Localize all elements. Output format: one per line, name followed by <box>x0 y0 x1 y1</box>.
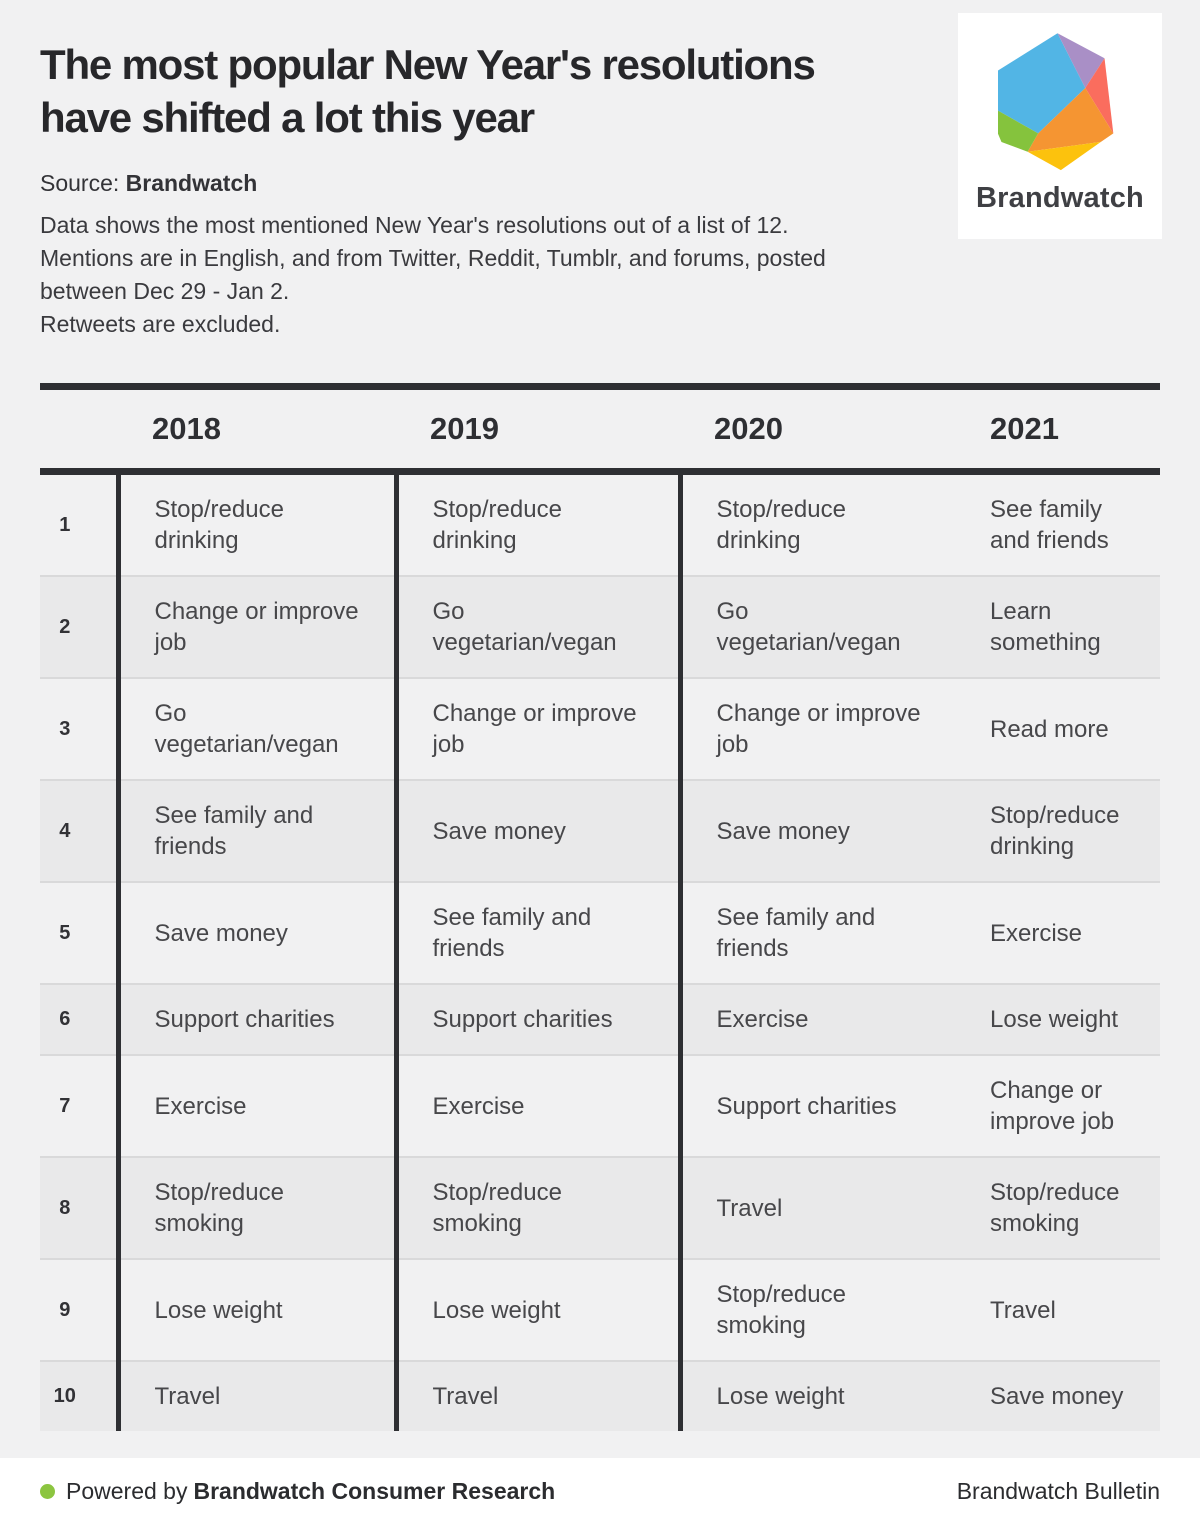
cell-2021: Lose weight <box>990 1006 1119 1033</box>
gem-facet-purple <box>1057 33 1105 88</box>
cell-2021: Travel <box>990 1296 1056 1324</box>
gem-facet-blue <box>998 33 1086 134</box>
cell-2021: Exercise <box>990 919 1083 947</box>
cell-2018: See family and friends <box>118 780 399 882</box>
cell-2018: Stop/reduce smoking <box>118 1157 399 1259</box>
cell-2020: Go vegetarian/vegan <box>716 598 901 656</box>
infographic-page: The most popular New Year's resolutions … <box>40 41 1160 1431</box>
rank-label: 10 <box>40 1361 121 1431</box>
powered-by: Powered by Brandwatch Consumer Research <box>40 1478 555 1505</box>
cell-2020: Travel <box>716 1194 783 1222</box>
rank-label: 7 <box>40 1055 121 1157</box>
rank-label: 8 <box>40 1157 121 1259</box>
cell-2018: Stop/reduce drinking <box>118 471 399 576</box>
brandwatch-logo-card: Brandwatch <box>958 13 1162 239</box>
gem-facet-yellow <box>1027 141 1101 171</box>
rank-label: 2 <box>40 576 121 678</box>
methodology-text: Data shows the most mentioned New Year's… <box>40 212 826 337</box>
table-row: 1 Stop/reduce drinking Stop/reduce drink… <box>40 471 1160 576</box>
brandwatch-gem-icon <box>998 33 1114 171</box>
rank-label: 5 <box>40 882 121 984</box>
table-row: 8 Stop/reduce smoking Stop/reduce smokin… <box>40 1157 1160 1259</box>
gem-facet-red <box>1085 58 1114 134</box>
cell-2018: Lose weight <box>118 1259 399 1361</box>
rank-label: 4 <box>40 780 121 882</box>
cell-2019: Travel <box>396 1361 683 1431</box>
cell-2020: Exercise <box>716 1006 809 1033</box>
cell-2021: Read more <box>990 715 1109 743</box>
year-header-row: 2018 2019 2020 2021 <box>40 386 1160 472</box>
cell-2019: Lose weight <box>396 1259 683 1361</box>
table-row: 4 See family and friends Save money Save… <box>40 780 1160 882</box>
year-header-2018: 2018 <box>152 411 221 446</box>
green-dot-icon <box>40 1483 55 1499</box>
cell-2019: Save money <box>396 780 683 882</box>
cell-2018: Go vegetarian/vegan <box>118 678 399 780</box>
cell-2018: Support charities <box>118 984 399 1055</box>
cell-2020: See family and friends <box>716 904 876 962</box>
page-title: The most popular New Year's resolutions … <box>40 41 816 141</box>
table-row: 6 Support charities Support charities Ex… <box>40 984 1160 1055</box>
source-line: Source: Brandwatch <box>40 170 1160 197</box>
cell-2020: Stop/reduce smoking <box>716 1281 846 1339</box>
table-row: 3 Go vegetarian/vegan Change or improve … <box>40 678 1160 780</box>
cell-2019: Support charities <box>396 984 683 1055</box>
powered-by-brand: Brandwatch Consumer Research <box>193 1477 556 1504</box>
cell-2019: Stop/reduce drinking <box>396 471 683 576</box>
table-row: 9 Lose weight Lose weight Stop/reduce sm… <box>40 1259 1160 1361</box>
rank-label: 1 <box>40 471 121 576</box>
year-header-2019: 2019 <box>430 411 499 446</box>
cell-2020: Change or improve job <box>716 700 921 758</box>
cell-2021: Save money <box>990 1383 1124 1410</box>
cell-2018: Change or improve job <box>118 576 399 678</box>
footer-bar: Powered by Brandwatch Consumer Research … <box>0 1458 1200 1524</box>
cell-2019: Exercise <box>396 1055 683 1157</box>
year-header-2020: 2020 <box>714 411 783 446</box>
cell-2019: Stop/reduce smoking <box>396 1157 683 1259</box>
cell-2021: Stop/reduce drinking <box>990 802 1120 860</box>
footer-right-text: Brandwatch Bulletin <box>956 1477 1160 1504</box>
resolutions-table: 2018 2019 2020 2021 1 Stop/reduce drinki… <box>40 383 1160 1431</box>
year-header-2021: 2021 <box>990 411 1059 446</box>
cell-2021: Learn something <box>990 598 1101 656</box>
cell-2020: Save money <box>716 817 850 845</box>
source-label: Source: <box>40 170 120 196</box>
cell-2019: Go vegetarian/vegan <box>396 576 683 678</box>
cell-2020: Lose weight <box>716 1383 845 1410</box>
cell-2020: Support charities <box>716 1092 897 1120</box>
source-value: Brandwatch <box>125 170 258 196</box>
cell-2018: Travel <box>118 1361 399 1431</box>
cell-2021: Change or improve job <box>990 1077 1115 1135</box>
cell-2018: Exercise <box>118 1055 399 1157</box>
rank-label: 9 <box>40 1259 121 1361</box>
table-row: 10 Travel Travel Lose weight Save money <box>40 1361 1160 1431</box>
brandwatch-wordmark: Brandwatch <box>976 182 1144 214</box>
rank-column-header <box>40 387 118 472</box>
cell-2019: See family and friends <box>396 882 683 984</box>
table-row: 7 Exercise Exercise Support charities Ch… <box>40 1055 1160 1157</box>
cell-2018: Save money <box>118 882 399 984</box>
rank-label: 3 <box>40 678 121 780</box>
cell-2021: Stop/reduce smoking <box>990 1179 1120 1237</box>
gem-facet-green <box>998 110 1039 152</box>
gem-facet-orange <box>1027 87 1114 152</box>
cell-2020: Stop/reduce drinking <box>716 496 846 554</box>
powered-by-label: Powered by <box>66 1477 188 1504</box>
table-row: 2 Change or improve job Go vegetarian/ve… <box>40 576 1160 678</box>
cell-2021: See family and friends <box>990 496 1109 554</box>
cell-2019: Change or improve job <box>396 678 683 780</box>
table-row: 5 Save money See family and friends See … <box>40 882 1160 984</box>
rank-label: 6 <box>40 984 121 1055</box>
